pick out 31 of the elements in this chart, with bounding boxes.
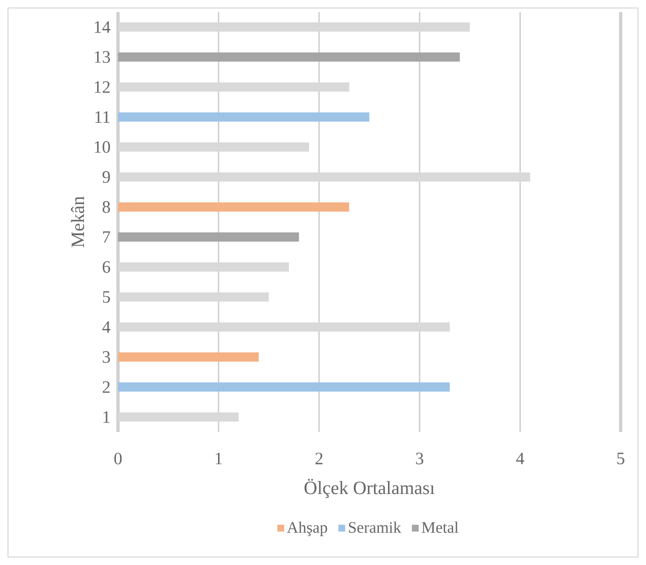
y-tick-label: 8 xyxy=(102,201,110,213)
bar xyxy=(118,232,299,242)
legend-label: Seramik xyxy=(348,522,402,533)
x-tick-label: 2 xyxy=(315,452,322,464)
x-tick-label: 0 xyxy=(114,452,122,464)
y-tick-label: 9 xyxy=(102,171,110,183)
y-tick-label: 14 xyxy=(94,21,110,33)
y-tick-label: 10 xyxy=(94,141,110,153)
x-axis-title: Ölçek Ortalaması xyxy=(304,478,435,498)
bar xyxy=(118,202,350,212)
y-axis-title: Mekân xyxy=(70,196,84,248)
y-tick-label: 11 xyxy=(95,111,110,123)
bar xyxy=(118,352,259,362)
y-tick-label: 5 xyxy=(102,291,110,303)
y-tick-label: 12 xyxy=(94,81,110,93)
x-tick-label: 3 xyxy=(416,452,424,464)
y-tick-label: 2 xyxy=(102,381,110,393)
y-tick-label: 3 xyxy=(102,351,110,363)
x-tick-label: 1 xyxy=(216,452,222,464)
y-tick-label: 1 xyxy=(103,411,110,423)
legend-label: Metal xyxy=(422,522,458,533)
bar xyxy=(118,52,460,62)
y-tick-label: 4 xyxy=(102,321,110,333)
x-tick-label: 4 xyxy=(516,452,524,464)
y-tick-label: 7 xyxy=(103,231,110,243)
legend-label: Ahşap xyxy=(286,522,328,536)
y-tick-label: 13 xyxy=(94,51,110,63)
y-tick-label: 6 xyxy=(102,261,110,273)
x-tick-label: 5 xyxy=(617,452,624,464)
bar xyxy=(118,382,450,392)
bar xyxy=(118,112,370,122)
